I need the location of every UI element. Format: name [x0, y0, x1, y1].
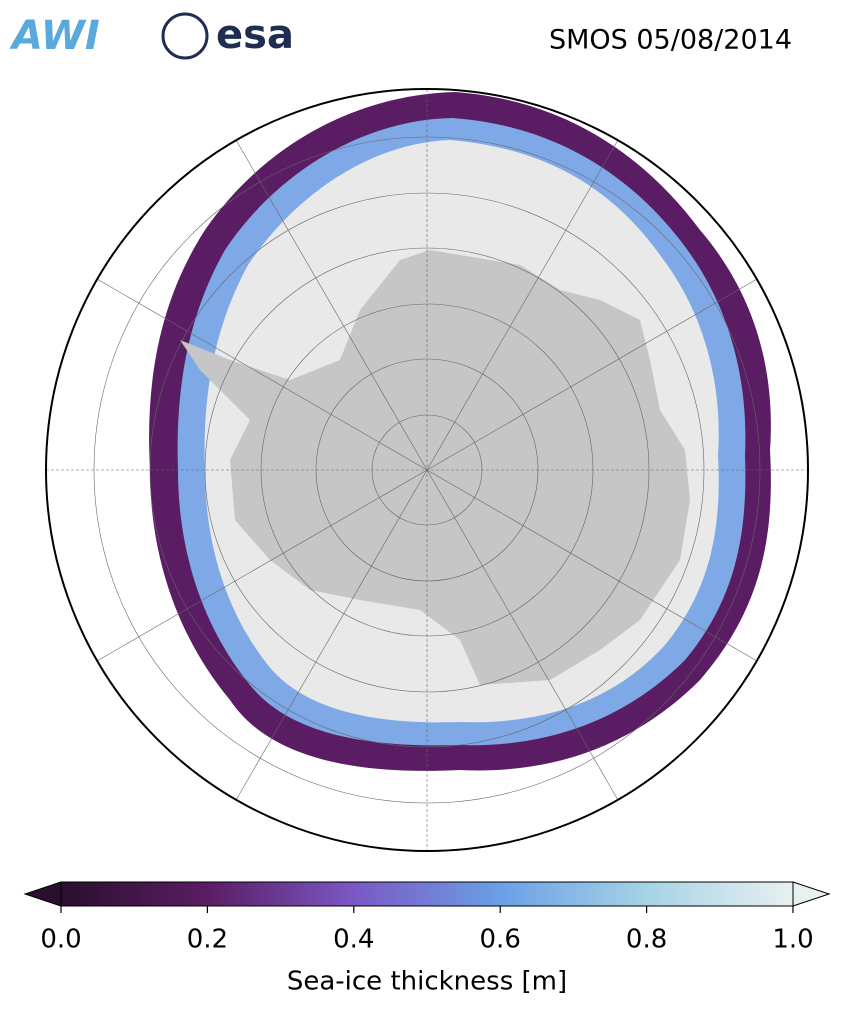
map: [46, 89, 808, 851]
colorbar-gradient: [60, 881, 794, 907]
graticule: [46, 89, 808, 851]
colorbar-extend-low: [23, 881, 62, 907]
colorbar-label: Sea-ice thickness [m]: [287, 967, 567, 997]
tick-label: 0.4: [333, 925, 374, 955]
antarctica: [180, 250, 690, 685]
tick-label: 0.6: [480, 925, 521, 955]
map-title: SMOS 05/08/2014: [549, 25, 792, 56]
tick-label: 0.2: [187, 925, 228, 955]
tick-label: 1.0: [772, 925, 813, 955]
logos: AWI esa: [9, 12, 294, 60]
colorbar-extend-high: [792, 881, 831, 907]
tick-label: 0.8: [626, 925, 667, 955]
map-border: [45, 88, 809, 852]
tick-label: 0.0: [40, 925, 81, 955]
esa-emblem: [161, 12, 209, 60]
colorbar: 0.0 0.2 0.4 0.6 0.8 1.0: [23, 881, 831, 955]
awi-logo: AWI: [9, 13, 100, 59]
esa-logo: esa: [216, 12, 294, 58]
